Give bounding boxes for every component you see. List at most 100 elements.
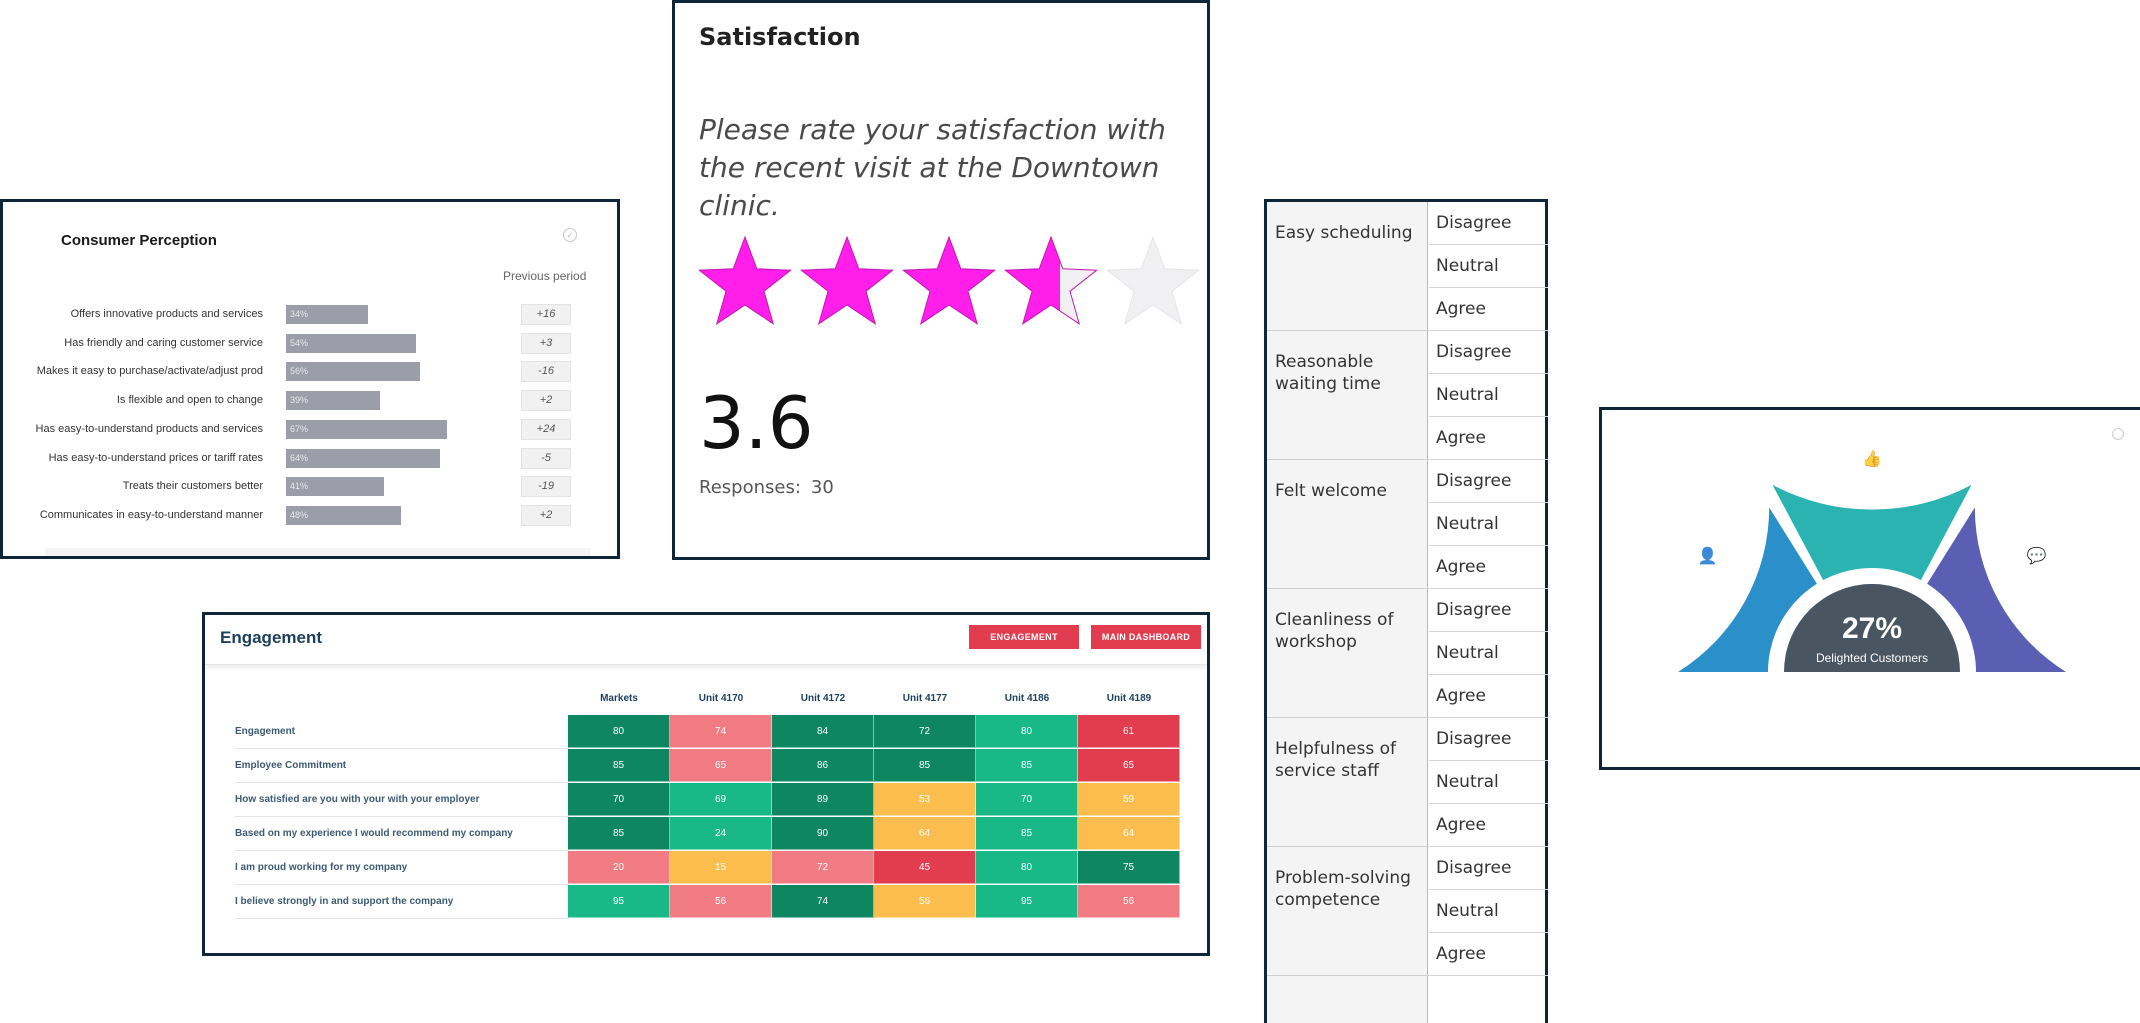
star-filled-icon[interactable] [799, 235, 895, 325]
heatmap-cell[interactable]: 85 [874, 749, 976, 782]
previous-period-delta: -16 [521, 361, 571, 383]
heatmap-cell[interactable]: 56 [670, 885, 772, 918]
heatmap-cell[interactable]: 75 [1078, 851, 1180, 884]
heatmap-cell[interactable]: 20 [568, 851, 670, 884]
perception-bar[interactable]: 54% [286, 333, 416, 353]
heatmap-cell[interactable]: 24 [670, 817, 772, 850]
star-empty-icon[interactable] [1105, 235, 1201, 325]
heatmap-cell[interactable]: 85 [568, 817, 670, 850]
star-rating[interactable] [697, 233, 1207, 333]
heatmap-cell[interactable]: 70 [568, 783, 670, 816]
perception-bar[interactable]: 67% [286, 419, 447, 439]
answer-option[interactable]: Agree [1429, 675, 1548, 718]
heatmap-cell[interactable]: 61 [1078, 715, 1180, 748]
perception-bar[interactable]: 41% [286, 477, 385, 497]
gauge-inner-ring [1768, 568, 1976, 672]
perception-bar[interactable]: 64% [286, 448, 440, 468]
perception-bar[interactable]: 34% [286, 305, 368, 324]
answer-option[interactable]: Neutral [1429, 245, 1548, 288]
engagement-row-label: Engagement [235, 726, 296, 737]
answer-option[interactable]: Disagree [1429, 589, 1548, 632]
star-filled-icon[interactable] [901, 235, 997, 325]
answer-option[interactable]: Agree [1429, 288, 1548, 331]
heatmap-cell[interactable]: 95 [976, 885, 1078, 918]
heatmap-cell[interactable]: 59 [1078, 783, 1180, 816]
heatmap-cell[interactable]: 70 [976, 783, 1078, 816]
previous-period-delta: -5 [521, 447, 571, 469]
gauge-center[interactable] [1784, 584, 1960, 672]
heatmap-cell[interactable]: 90 [772, 817, 874, 850]
answer-option[interactable]: Disagree [1429, 847, 1548, 890]
heatmap-cell[interactable]: 72 [772, 851, 874, 884]
perception-label: Offers innovative products and services [70, 308, 263, 320]
row-divider [235, 918, 569, 919]
engagement-row-label: How satisfied are you with your with you… [235, 794, 480, 805]
answer-option[interactable]: Agree [1429, 933, 1548, 976]
heatmap-cell[interactable]: 64 [1078, 817, 1180, 850]
heatmap-cell[interactable]: 84 [772, 715, 874, 748]
engagement-button[interactable]: ENGAGEMENT [969, 625, 1079, 649]
answer-option[interactable]: Agree [1429, 804, 1548, 847]
answer-option[interactable]: Neutral [1429, 761, 1548, 804]
perception-row: Has easy-to-understand prices or tariff … [3, 447, 603, 470]
star-filled-icon[interactable] [697, 235, 793, 325]
perception-bar-value: 67% [290, 423, 309, 434]
heatmap-cell[interactable]: 80 [568, 715, 670, 748]
heatmap-cell[interactable]: 65 [1078, 749, 1180, 782]
answer-option[interactable]: Disagree [1429, 460, 1548, 503]
heatmap-cell[interactable]: 56 [874, 885, 976, 918]
column-header: Unit 4186 [1004, 693, 1050, 704]
answer-option[interactable]: Neutral [1429, 632, 1548, 675]
gauge-segment[interactable] [1772, 484, 1972, 593]
heatmap-cell[interactable]: 45 [874, 851, 976, 884]
heatmap-cell[interactable]: 95 [568, 885, 670, 918]
perception-row: Treats their customers better 41% -19 [3, 476, 603, 498]
perception-label: Has easy-to-understand prices or tariff … [48, 451, 263, 464]
perception-label: Treats their customers better [122, 480, 263, 493]
main-dashboard-button[interactable]: MAIN DASHBOARD [1091, 625, 1201, 649]
question-label: Problem-solving competence [1275, 868, 1411, 910]
previous-period-header: Previous period [503, 269, 587, 283]
answer-option[interactable]: Disagree [1429, 202, 1548, 245]
answer-option[interactable]: Disagree [1429, 718, 1548, 761]
answer-option[interactable]: Disagree [1429, 331, 1548, 374]
previous-period-delta: +3 [521, 332, 571, 354]
heatmap-cell[interactable]: 80 [976, 851, 1078, 884]
heatmap-cell[interactable]: 85 [568, 749, 670, 782]
heatmap-cell[interactable]: 89 [772, 783, 874, 816]
heatmap-cell[interactable]: 74 [670, 715, 772, 748]
gauge-segment-label: Brand Affinity [1675, 574, 1740, 586]
heatmap-cell[interactable]: 85 [976, 749, 1078, 782]
answer-option[interactable]: Neutral [1429, 503, 1548, 546]
engagement-row-label: I believe strongly in and support the co… [235, 896, 454, 907]
heatmap-cell[interactable]: 64 [874, 817, 976, 850]
heatmap-cell[interactable]: 15 [670, 851, 772, 884]
answer-option[interactable]: Agree [1429, 417, 1548, 460]
perception-bar[interactable]: 48% [286, 505, 402, 525]
heatmap-cell[interactable]: 80 [976, 715, 1078, 748]
perception-bar-value: 54% [290, 337, 309, 348]
star-partial-icon[interactable] [1003, 235, 1099, 325]
satisfaction-title: Satisfaction [699, 23, 861, 51]
perception-bar[interactable]: 39% [286, 391, 380, 411]
heatmap-cell[interactable]: 65 [670, 749, 772, 782]
perception-bar[interactable]: 56% [286, 362, 421, 382]
gauge-segment-value: 38% [1857, 493, 1887, 510]
heatmap-cell[interactable]: 69 [670, 783, 772, 816]
info-icon[interactable]: ✓ [563, 228, 577, 242]
heatmap-cell[interactable]: 85 [976, 817, 1078, 850]
heatmap-cell[interactable]: 86 [772, 749, 874, 782]
perception-row: Is flexible and open to change 39% +2 [3, 390, 603, 412]
heatmap-cell[interactable]: 74 [772, 885, 874, 918]
answer-option[interactable]: Neutral [1429, 374, 1548, 417]
heatmap-cell[interactable]: 53 [874, 783, 976, 816]
question-group: Cleanliness of workshop [1267, 589, 1548, 718]
info-icon[interactable] [2112, 428, 2124, 440]
engagement-panel: Engagement ENGAGEMENT MAIN DASHBOARD Mar… [202, 612, 1210, 956]
heatmap-cell[interactable]: 72 [874, 715, 976, 748]
heatmap-cell[interactable]: 56 [1078, 885, 1180, 918]
perception-row: Has friendly and caring customer service… [3, 332, 603, 355]
answer-option[interactable]: Neutral [1429, 890, 1548, 933]
answer-option[interactable]: Agree [1429, 546, 1548, 589]
column-header: Unit 4189 [1106, 693, 1152, 704]
